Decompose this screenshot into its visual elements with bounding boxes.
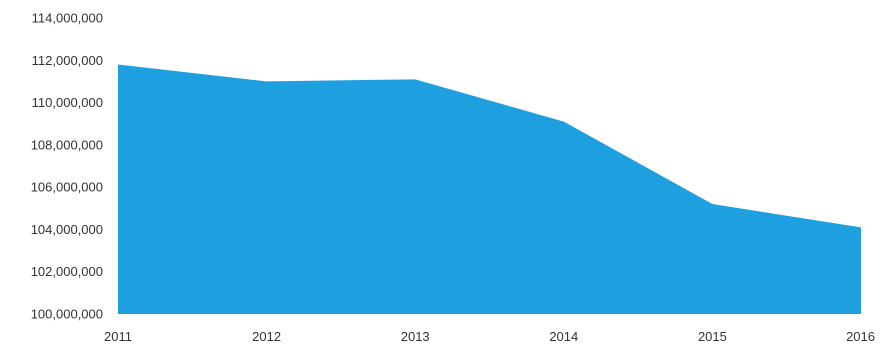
y-axis-tick-labels: 100,000,000 102,000,000 104,000,000 106,000… (31, 11, 103, 322)
x-tick-label: 2016 (846, 329, 875, 344)
x-tick-label: 2015 (698, 329, 727, 344)
area-series (118, 64, 861, 314)
y-tick-label: 114,000,000 (32, 11, 103, 26)
y-tick-label: 104,000,000 (31, 222, 103, 237)
area-series-layer (118, 64, 861, 314)
y-tick-label: 102,000,000 (31, 264, 103, 279)
x-tick-label: 2012 (252, 329, 281, 344)
x-tick-label: 2014 (549, 329, 578, 344)
y-tick-label: 108,000,000 (31, 137, 103, 152)
x-axis-tick-labels: 2011 2012 2013 2014 2015 2016 (104, 329, 875, 344)
y-tick-label: 106,000,000 (31, 180, 103, 195)
x-tick-label: 2011 (104, 329, 132, 344)
y-tick-label: 112,000,000 (32, 53, 103, 68)
x-tick-label: 2013 (401, 329, 430, 344)
y-tick-label: 100,000,000 (31, 307, 103, 322)
y-tick-label: 110,000,000 (32, 95, 103, 110)
